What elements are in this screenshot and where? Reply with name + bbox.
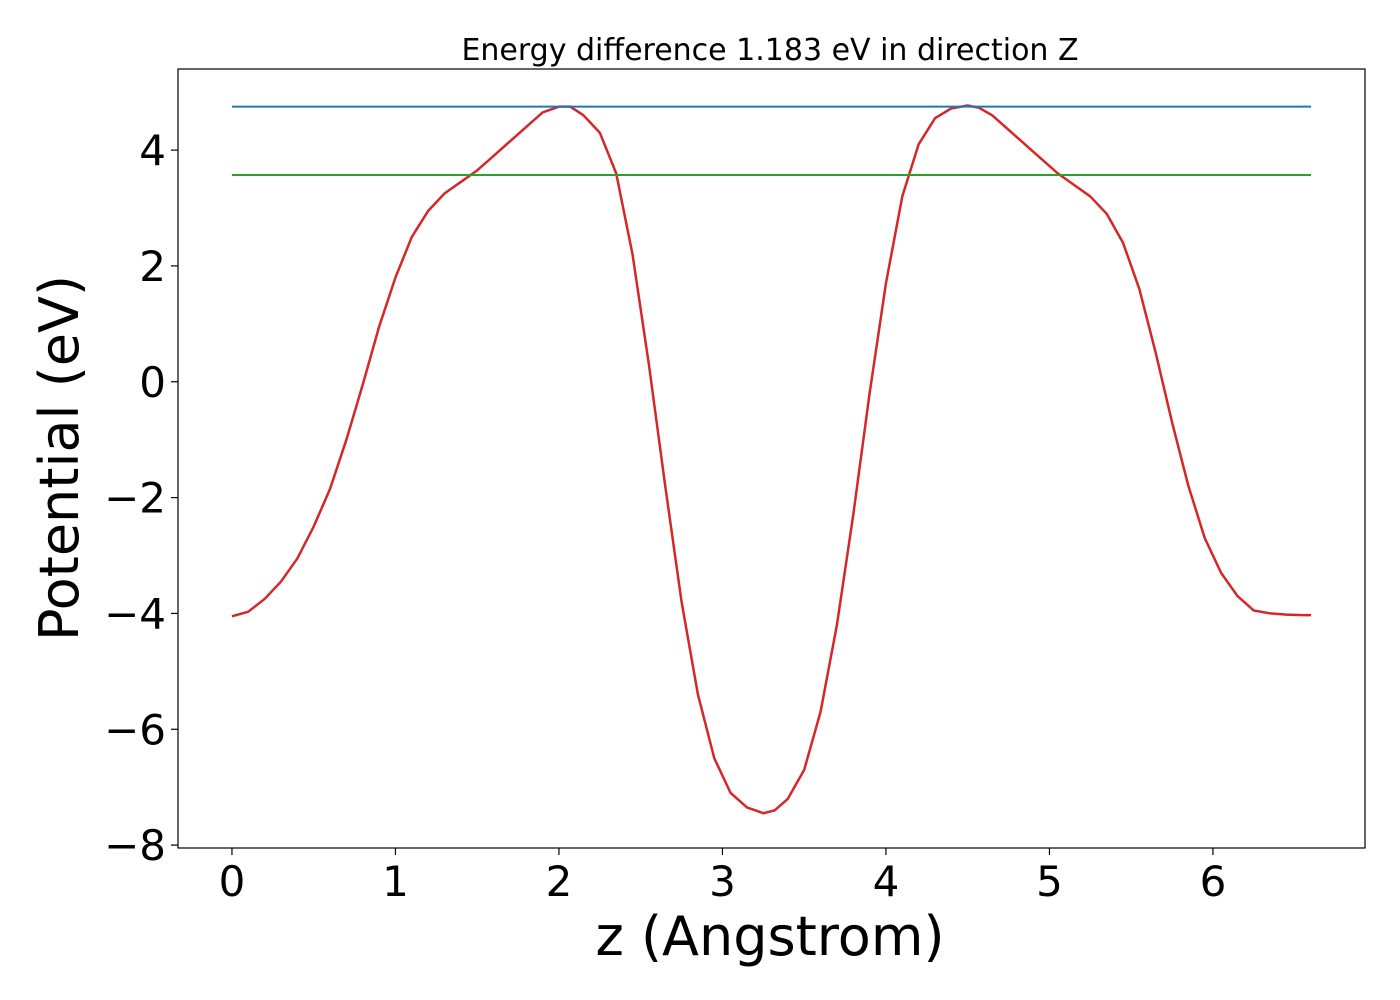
y-tick-label: −8	[104, 821, 166, 870]
series-line-0	[231, 104, 1312, 815]
y-axis-label: Potential (eV)	[28, 275, 91, 641]
y-tick-label: −2	[104, 474, 166, 523]
y-tick-label: −4	[104, 589, 166, 638]
x-tick-label: 6	[1200, 857, 1227, 906]
x-tick-label: 5	[1036, 857, 1063, 906]
y-tick-label: 0	[139, 358, 166, 407]
x-tick-label: 3	[709, 857, 736, 906]
chart-title: Energy difference 1.183 eV in direction …	[461, 33, 1078, 68]
series-layer	[231, 104, 1312, 815]
plot-frame	[177, 68, 1366, 849]
y-tick-label: 2	[139, 242, 166, 291]
x-tick-label: 1	[382, 857, 409, 906]
x-tick-label: 2	[546, 857, 573, 906]
x-tick-label: 4	[873, 857, 900, 906]
y-tick-label: 4	[139, 126, 166, 175]
x-tick-label: 0	[219, 857, 246, 906]
x-axis: 0 1 2 3 4 5 6	[219, 848, 1227, 906]
x-axis-label: z (Angstrom)	[595, 905, 944, 968]
y-axis: −8 −6 −4 −2 0 2 4	[104, 126, 178, 870]
y-tick-label: −6	[104, 705, 166, 754]
